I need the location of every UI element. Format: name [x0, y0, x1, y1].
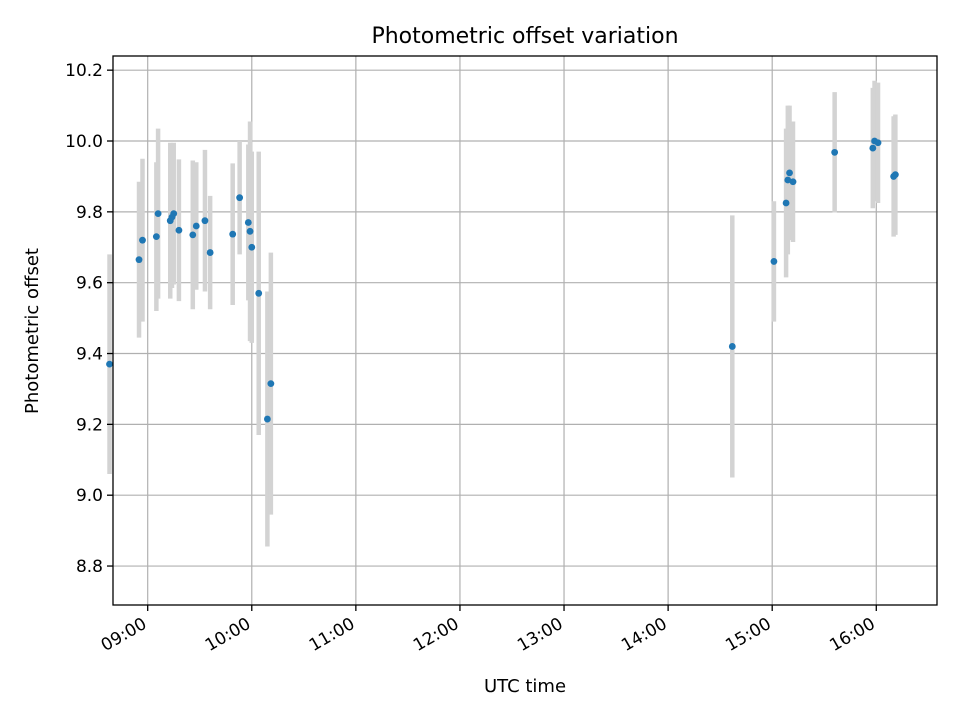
- data-point: [244, 219, 252, 226]
- data-point: [135, 256, 143, 264]
- data-point: [869, 144, 877, 152]
- data-point: [246, 227, 254, 235]
- data-point: [770, 258, 778, 265]
- data-point: [267, 380, 275, 388]
- data-point: [782, 199, 790, 207]
- data-point: [175, 226, 183, 234]
- data-point: [263, 415, 271, 423]
- data-point: [789, 178, 797, 186]
- data-point: [831, 148, 839, 156]
- x-tick-label: 15:00: [722, 614, 774, 656]
- y-tick-label: 9.4: [76, 345, 103, 365]
- data-point: [728, 343, 736, 350]
- data-point: [786, 169, 793, 177]
- data-point: [891, 171, 899, 179]
- y-tick-label: 10.0: [65, 132, 103, 152]
- y-tick-label: 9.0: [76, 486, 103, 506]
- data-point: [236, 194, 244, 202]
- data-point: [874, 139, 882, 147]
- data-point: [106, 360, 113, 368]
- data-point: [192, 222, 200, 230]
- data-point: [248, 243, 256, 251]
- y-axis-label: Photometric offset: [22, 248, 43, 414]
- data-point: [139, 236, 146, 244]
- data-point: [170, 210, 178, 218]
- data-point: [152, 233, 160, 241]
- data-points: [106, 137, 899, 423]
- chart-title: Photometric offset variation: [371, 24, 678, 49]
- x-tick-label: 11:00: [306, 614, 358, 656]
- x-tick-label: 13:00: [514, 614, 566, 656]
- data-point: [255, 289, 263, 297]
- x-tick-label: 09:00: [98, 614, 150, 656]
- plot-frame: [112, 55, 938, 606]
- y-tick-label: 9.2: [76, 415, 103, 435]
- data-point: [206, 249, 214, 256]
- x-tick-label: 14:00: [618, 614, 670, 656]
- data-point: [784, 176, 792, 184]
- x-tick-label: 10:00: [202, 614, 254, 656]
- data-point: [154, 210, 162, 218]
- grid-lines: [113, 56, 937, 605]
- error-bars: [107, 80, 898, 547]
- y-tick-label: 8.8: [76, 557, 103, 577]
- data-point: [189, 231, 197, 239]
- x-tick-label: 12:00: [410, 614, 462, 656]
- data-point: [201, 217, 209, 225]
- y-tick-label: 10.2: [65, 61, 103, 81]
- data-point: [229, 230, 237, 238]
- x-tick-label: 16:00: [826, 614, 878, 656]
- y-tick-label: 9.6: [76, 274, 103, 294]
- x-axis-label: UTC time: [484, 676, 566, 697]
- y-tick-label: 9.8: [76, 203, 103, 223]
